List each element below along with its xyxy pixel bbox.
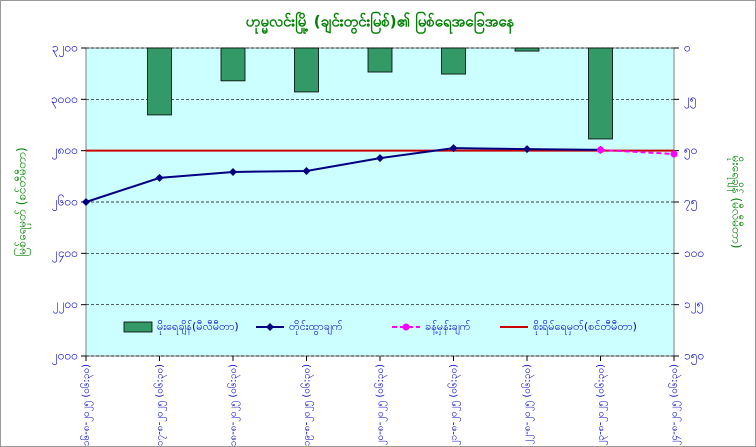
point [449, 144, 458, 153]
x-tick-label: ၂၀-၈-၂၀၂၅ (၀၆:၃၀) [373, 364, 388, 445]
y-tick-label: ၂၆၀၀ [52, 194, 78, 212]
bar [588, 47, 613, 140]
point [229, 167, 237, 176]
y-axis-label: မြစ်ရေမှတ် (စင်တီမီတာ) [13, 147, 32, 256]
bar [514, 47, 540, 52]
point [302, 166, 311, 175]
bar [220, 47, 246, 82]
x-tick-label: ၂၁-၈-၂၀၂၅ (၀၆:၃၀) [447, 364, 462, 445]
x-tick-label: ၁၉-၈-၂၀၂၅ (၀၆:၃၀) [300, 364, 315, 446]
y2-tick-label: ၁၀၀ [684, 246, 704, 260]
x-tick-label: ၁၆-၈-၂၀၂၅ (၀၆:၃၀) [79, 364, 94, 446]
legend-swatch [123, 321, 153, 333]
bar [441, 47, 466, 75]
line [85, 147, 601, 203]
legend-label: စိုးရိမ်ရေမှတ်(စင်တီမီတာ) [533, 320, 637, 335]
y2-tick-label: ၁၂၅ [684, 297, 703, 314]
legend-label: မိုးရေချိန်(မီလီမီတာ) [157, 320, 239, 335]
line [600, 148, 675, 156]
x-tick-label: ၂၄-၈-၂၀၂၅ (၀၆:၃၀) [667, 364, 682, 445]
x-tick-label: ၁၇-၈-၂၀၂၅ (၀၆:၃၀) [153, 364, 168, 446]
point [523, 145, 531, 154]
x-tick-label: ၁၈-၈-၂၀၂၅ (၀၆:၃၀) [226, 364, 241, 446]
legend-marker [266, 323, 274, 331]
y2-tick-label: ၇၅ [684, 195, 698, 212]
x-tick-label: ၂၂-၈-၂၀၂၅ (၀၆:၃၀) [520, 364, 535, 445]
point [376, 154, 384, 163]
y2-tick-label: ၂၅ [684, 92, 697, 109]
y-tick-label: ၃၀၀၀ [51, 92, 78, 109]
point [82, 198, 90, 206]
y2-tick-label: ၅၀ [684, 143, 698, 160]
point [155, 173, 164, 182]
bar [294, 47, 319, 93]
bar [367, 47, 393, 73]
y2-axis-label: မိုးရေချိန် (မီလီမီတာ) [727, 156, 745, 249]
y-tick-label: ၂၈၀၀ [52, 143, 78, 160]
point [597, 146, 604, 154]
point [670, 150, 678, 158]
bar [147, 47, 172, 116]
y-tick-label: ၂၂၀၀ [53, 297, 78, 314]
y2-tick-label: ၀ [684, 41, 691, 55]
legend-label: ခန့်မှန်းချက် [425, 320, 471, 335]
y-tick-label: ၂၄၀၀ [52, 246, 78, 263]
legend-label: တိုင်းထွာချက် [289, 320, 343, 335]
plot-area [85, 47, 675, 357]
y-tick-label: ၂၀၀၀ [52, 349, 78, 366]
legend-marker [402, 323, 410, 331]
x-tick-label: ၂၃-၈-၂၀၂၅ (၀၆:၃၀) [594, 364, 609, 445]
y-tick-label: ၃၂၀၀ [52, 41, 78, 58]
y2-tick-label: ၁၅၀ [684, 349, 704, 366]
